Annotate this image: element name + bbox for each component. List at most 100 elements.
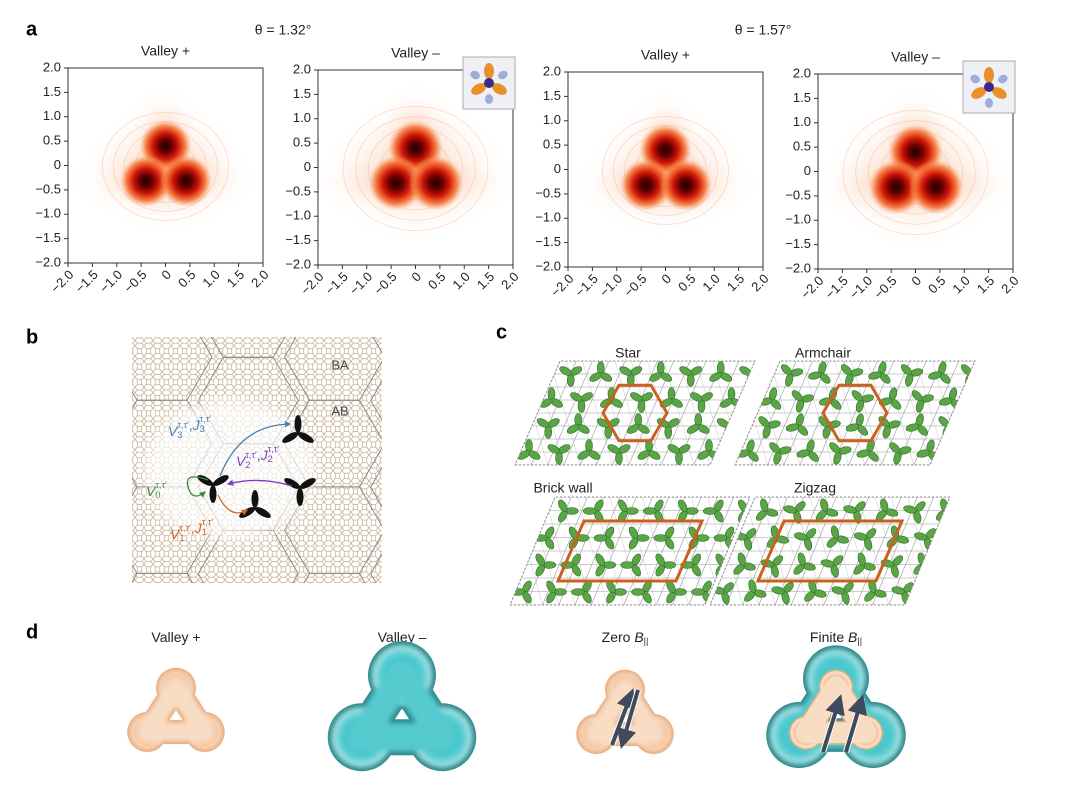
- x-tick-label: −2.0: [548, 271, 577, 300]
- moire-cell: [370, 553, 382, 583]
- subscript: 1: [202, 527, 207, 537]
- x-tick-label: 1.0: [449, 269, 472, 292]
- x-tick-label: −2.0: [298, 269, 327, 298]
- wannier-orbital: [282, 415, 314, 443]
- coupling-arrow: [217, 494, 249, 516]
- fill: [331, 645, 473, 768]
- y-tick-label: 0.5: [43, 133, 61, 148]
- orbital-lobe: [944, 508, 950, 517]
- label: V2τ,τ′,J2τ,τ′: [236, 444, 279, 470]
- x-tick-label: 1.0: [699, 271, 722, 294]
- y-tick-label: 1.0: [543, 112, 561, 127]
- separator: ,: [257, 447, 261, 463]
- orbital-lobe: [535, 553, 545, 566]
- orbital-arm: [254, 507, 271, 518]
- orbital-arm: [284, 478, 301, 489]
- orbital-lobe: [679, 366, 692, 376]
- label: V0τ,τ′: [146, 480, 167, 500]
- lattice-line: [899, 361, 931, 465]
- lattice-line: [431, 497, 461, 605]
- lattice-line: [464, 497, 494, 605]
- label: V1τ,τ′,J1τ,τ′: [170, 517, 213, 543]
- moire-cell: [26, 617, 126, 704]
- order-label: Star: [615, 345, 641, 361]
- orbital-arm: [251, 490, 259, 508]
- frame: [514, 360, 756, 466]
- x-tick-label: 2.0: [748, 271, 771, 294]
- orbital: [327, 641, 477, 772]
- symbol: B: [634, 629, 643, 645]
- density-peak: [659, 159, 712, 212]
- orbital-lobe: [619, 366, 632, 376]
- contour: [855, 120, 976, 225]
- y-tick-label: 1.0: [293, 110, 311, 125]
- unit-cell: [555, 519, 705, 583]
- symbol: J: [192, 417, 201, 433]
- fade: [145, 400, 315, 540]
- spin-arrow: [844, 694, 868, 753]
- contour: [342, 105, 489, 231]
- coupling-arrow: [219, 420, 292, 477]
- order-pattern: Brick wall: [415, 480, 751, 606]
- y-tick-label: −1.5: [35, 230, 61, 245]
- orbital-lobe: [905, 423, 920, 432]
- y-tick-label: 0.5: [543, 137, 561, 152]
- orbital-lobe: [748, 579, 757, 593]
- inset-lobe: [485, 94, 493, 104]
- orbital-lobe: [791, 390, 803, 402]
- orbital-lobe: [922, 562, 936, 571]
- lattice-line: [436, 361, 466, 465]
- order-pattern: Star: [436, 345, 756, 466]
- lattice-line: [577, 497, 608, 605]
- x-tick-label: −0.5: [621, 271, 650, 300]
- orbital-lobe: [715, 553, 725, 566]
- lattice-line: [631, 361, 662, 465]
- unit-cell: [821, 383, 889, 443]
- density-peak: [408, 155, 464, 211]
- orbital-lobe: [637, 450, 650, 460]
- lattice-line: [415, 497, 445, 605]
- y-tick-label: 1.5: [43, 84, 61, 99]
- x-tick-label: 1.5: [474, 269, 497, 292]
- density-peak: [908, 159, 964, 215]
- text: Zero: [602, 629, 635, 645]
- lattice-line: [851, 361, 882, 465]
- inset-lobe: [470, 70, 480, 80]
- orbital-lobe: [880, 498, 889, 512]
- y-tick-label: 2.0: [43, 59, 61, 74]
- inset-lobe: [992, 87, 1007, 99]
- orbital-lobe: [582, 507, 597, 515]
- state-title: Finite B||: [810, 629, 862, 647]
- orbital-arm: [282, 432, 299, 443]
- orbital-lobe: [558, 499, 568, 512]
- symbol: V: [146, 483, 157, 499]
- order-label: Brick wall: [533, 480, 592, 496]
- x-tick-label: −1.5: [822, 273, 851, 302]
- orbital-lobe: [820, 498, 829, 512]
- text: Valley +: [151, 629, 200, 645]
- y-tick-label: −1.5: [785, 236, 811, 251]
- lattice-line: [450, 361, 495, 465]
- lattice-line: [913, 361, 960, 465]
- lattice-line: [614, 361, 646, 465]
- lattice-line: [937, 497, 950, 605]
- wannier-orbital: [284, 478, 316, 506]
- x-tick-label: −1.5: [572, 271, 601, 300]
- x-tick-label: 0: [158, 267, 174, 283]
- orbital-arm: [212, 475, 229, 486]
- symbol: J: [260, 447, 269, 463]
- subscript: 2: [268, 454, 273, 464]
- inset-lobe: [985, 98, 993, 108]
- orbital-lobe: [797, 552, 806, 566]
- lattice-panel: BAABV3τ,τ′,J3τ,τ′V2τ,τ′,J2τ,τ′V0τ,τ′V1τ,…: [26, 337, 382, 704]
- plot-title: Valley –: [891, 49, 940, 65]
- x-tick-label: −1.0: [847, 273, 876, 302]
- plot-title: Valley –: [391, 45, 440, 61]
- orbital-lobe: [891, 586, 905, 595]
- superscript: τ,τ′: [179, 523, 191, 533]
- x-tick-label: 1.5: [724, 271, 747, 294]
- region-label: BA: [331, 357, 349, 372]
- y-tick-label: 0.5: [293, 135, 311, 150]
- orbital-lobe: [667, 444, 680, 454]
- orbital: [127, 667, 225, 752]
